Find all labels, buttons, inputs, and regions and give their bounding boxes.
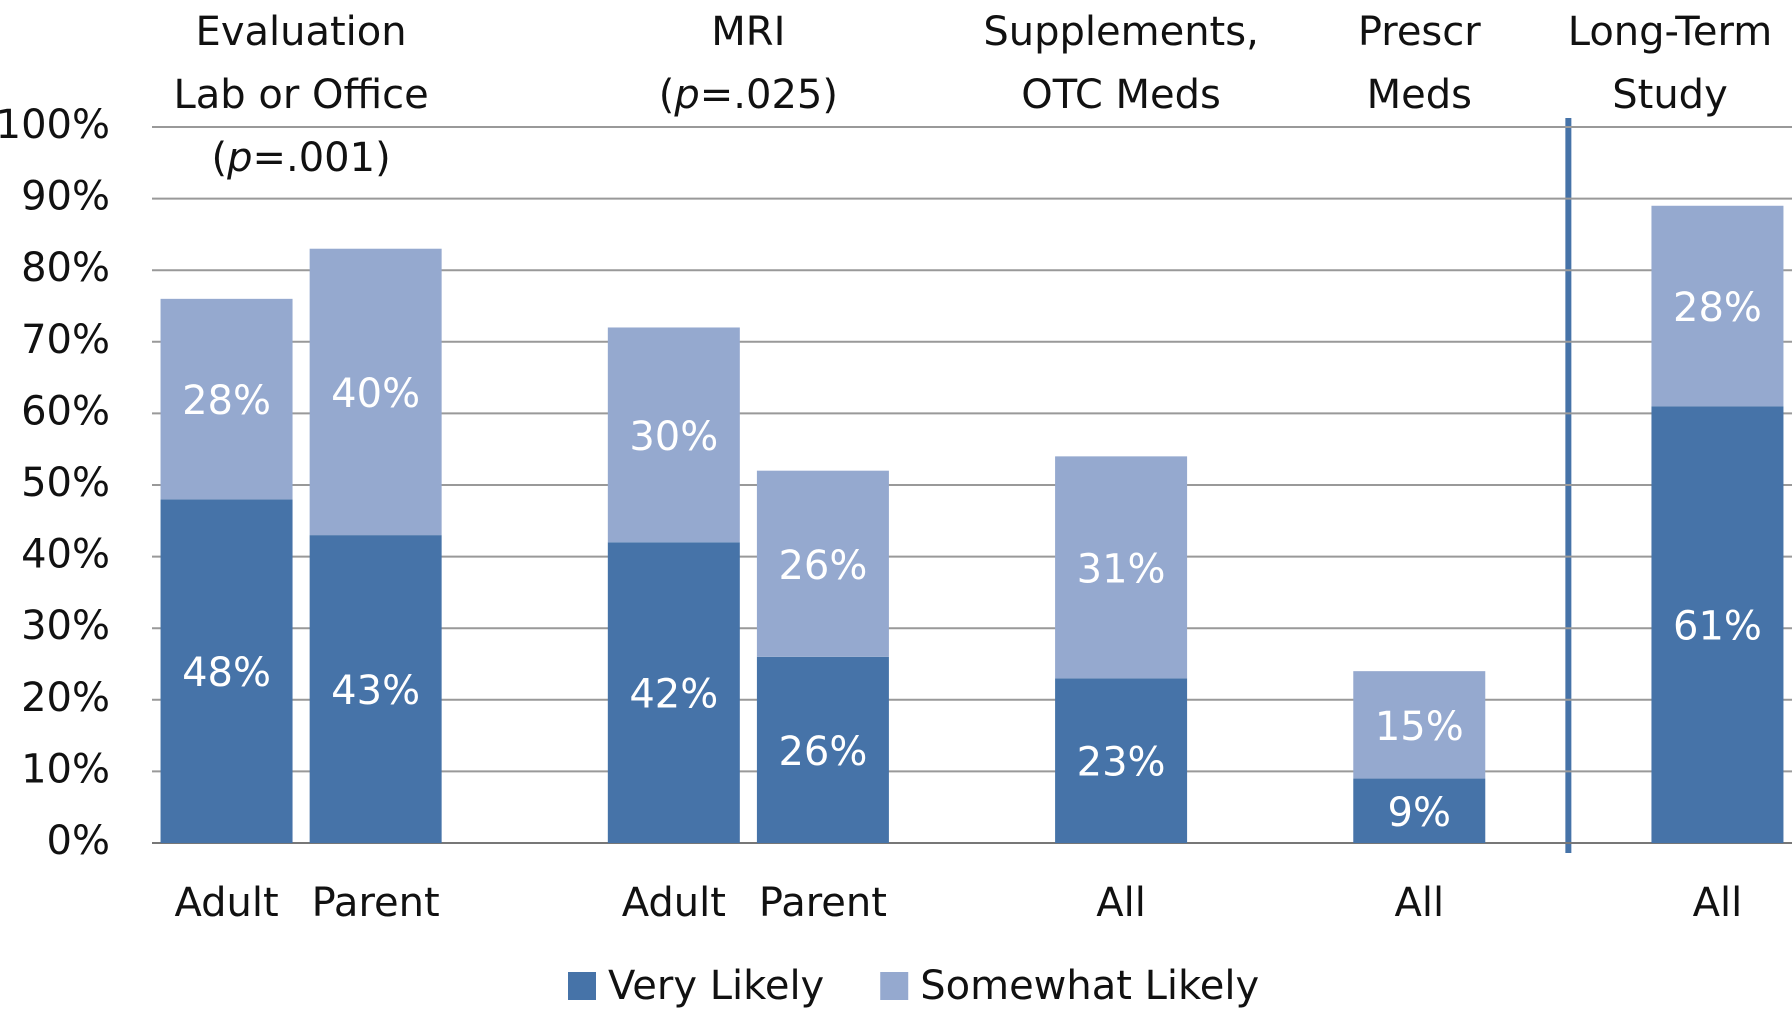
y-tick-label: 30% bbox=[21, 603, 110, 649]
group-title: OTC Meds bbox=[1021, 72, 1221, 118]
y-tick-label: 80% bbox=[21, 245, 110, 291]
x-tick-label: Adult bbox=[174, 880, 278, 926]
group-title: Lab or Office bbox=[173, 72, 428, 118]
y-tick-label: 70% bbox=[21, 317, 110, 363]
group-title: Meds bbox=[1367, 72, 1472, 118]
y-tick-label: 50% bbox=[21, 460, 110, 506]
data-label: 28% bbox=[1673, 285, 1762, 331]
group-title: Prescr bbox=[1358, 9, 1481, 55]
bar-segment bbox=[1353, 778, 1486, 843]
x-tick-label: Parent bbox=[759, 880, 887, 926]
y-tick-label: 20% bbox=[21, 675, 110, 721]
y-tick-label: 90% bbox=[21, 174, 110, 220]
group-title: Evaluation bbox=[196, 9, 407, 55]
x-tick-label: All bbox=[1096, 880, 1146, 926]
bar-segment bbox=[160, 298, 293, 500]
bar-segment bbox=[1055, 456, 1188, 679]
data-label: 26% bbox=[778, 729, 867, 775]
data-label: 31% bbox=[1077, 546, 1166, 592]
title-part: p bbox=[673, 72, 699, 118]
y-tick-label: 60% bbox=[21, 388, 110, 434]
title-part: =.025) bbox=[700, 72, 838, 118]
bar-segment bbox=[607, 542, 740, 843]
title-part: ( bbox=[211, 135, 227, 181]
data-label: 15% bbox=[1375, 704, 1464, 750]
bar-segment bbox=[607, 327, 740, 543]
group-title: Supplements, bbox=[983, 9, 1258, 55]
bar-segment bbox=[309, 535, 442, 843]
group-title: (p=.001) bbox=[211, 135, 390, 181]
legend-swatch bbox=[880, 972, 909, 1000]
data-label: 48% bbox=[182, 650, 271, 696]
legend-label: Somewhat Likely bbox=[920, 963, 1259, 1009]
data-label: 9% bbox=[1388, 790, 1451, 836]
data-label: 40% bbox=[331, 371, 420, 417]
title-part: ( bbox=[659, 72, 675, 118]
x-tick-label: All bbox=[1693, 880, 1743, 926]
bar-segment bbox=[160, 499, 293, 843]
x-tick-label: Parent bbox=[312, 880, 440, 926]
data-label: 30% bbox=[629, 414, 718, 460]
bar-segment bbox=[1651, 406, 1784, 843]
x-tick-label: All bbox=[1394, 880, 1444, 926]
data-label: 42% bbox=[629, 672, 718, 718]
y-tick-label: 0% bbox=[47, 818, 110, 864]
bar-segment bbox=[1055, 678, 1188, 843]
data-label: 26% bbox=[778, 543, 867, 589]
bar-segment bbox=[756, 470, 889, 657]
y-tick-label: 100% bbox=[0, 102, 110, 148]
data-label: 43% bbox=[331, 668, 420, 714]
data-label: 23% bbox=[1077, 740, 1166, 786]
bar-segment bbox=[1651, 205, 1784, 407]
x-tick-label: Adult bbox=[622, 880, 726, 926]
group-title: (p=.025) bbox=[659, 72, 838, 118]
y-tick-label: 10% bbox=[21, 746, 110, 792]
data-label: 28% bbox=[182, 378, 271, 424]
bar-segment bbox=[309, 248, 442, 536]
group-title: MRI bbox=[711, 9, 785, 55]
y-tick-label: 40% bbox=[21, 532, 110, 578]
data-label: 61% bbox=[1673, 604, 1762, 650]
bar-segment bbox=[1353, 671, 1486, 779]
legend-swatch bbox=[568, 972, 596, 1000]
title-part: =.001) bbox=[252, 135, 390, 181]
title-part: p bbox=[226, 135, 252, 181]
bar-segment bbox=[756, 656, 889, 843]
legend-label: Very Likely bbox=[608, 963, 824, 1009]
group-title: Study bbox=[1612, 72, 1728, 118]
group-title: Long-Term bbox=[1568, 9, 1773, 55]
